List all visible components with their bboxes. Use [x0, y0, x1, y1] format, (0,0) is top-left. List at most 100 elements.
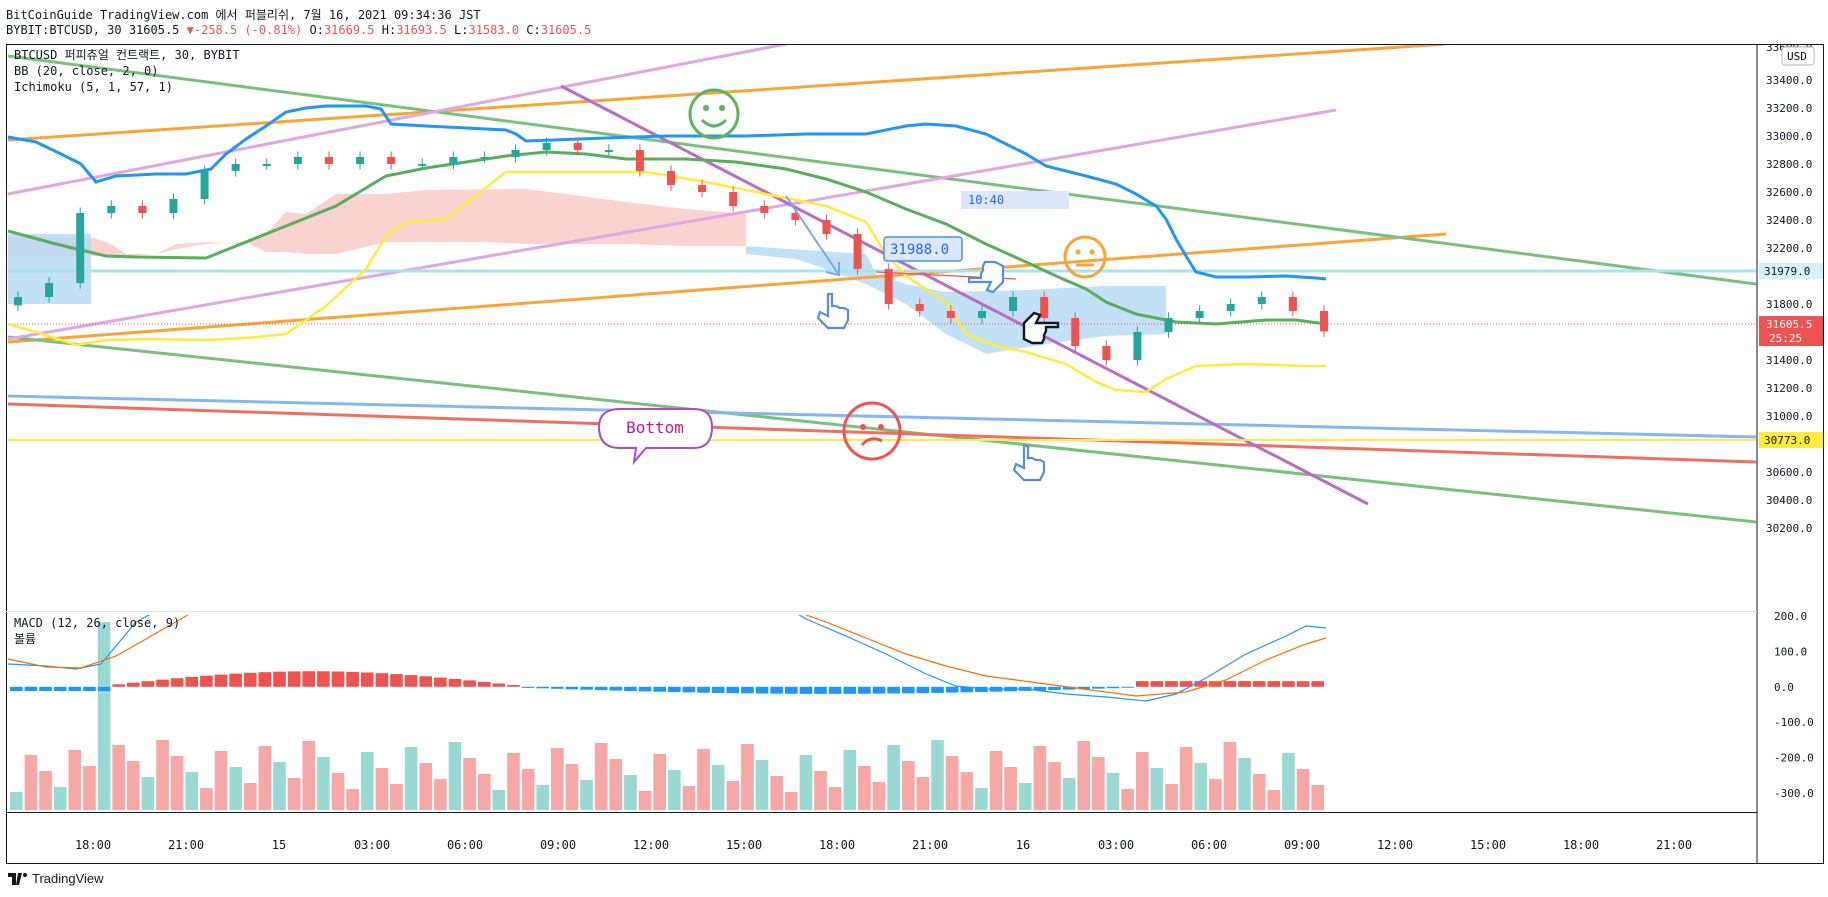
- legend-ichimoku[interactable]: Ichimoku (5, 1, 57, 1): [14, 80, 173, 94]
- macd-bar: [799, 686, 813, 694]
- pointing-hand-icon: [1012, 444, 1046, 482]
- macd-bar: [1048, 686, 1061, 691]
- time-tick: 21:00: [168, 838, 204, 852]
- macd-bar: [390, 674, 403, 687]
- ichimoku-cloud: [8, 189, 1166, 354]
- price-tick: 32800.0: [1766, 158, 1812, 171]
- macd-bar: [463, 680, 476, 687]
- volume-bar: [170, 756, 184, 810]
- macd-bar: [594, 686, 608, 691]
- volume-bar: [872, 782, 886, 810]
- volume-bar: [1296, 769, 1310, 810]
- macd-bar: [668, 686, 681, 693]
- volume-bar: [126, 761, 140, 810]
- volume-bar: [419, 763, 433, 810]
- tradingview-logo[interactable]: TradingView: [8, 868, 104, 886]
- volume-bar: [53, 787, 67, 810]
- volume-bar: [1311, 785, 1324, 810]
- chart-svg[interactable]: 10:40 31988.0: [6, 41, 1824, 864]
- time-axis: 18:00 21:00 15 03:00 06:00 09:00 12:00 15:00 18:…: [75, 838, 1692, 852]
- macd-bar: [477, 681, 491, 687]
- volume-bar: [536, 785, 550, 810]
- volume-bar: [784, 792, 798, 810]
- volume-bar: [1194, 763, 1208, 810]
- macd-tick: 100.0: [1774, 645, 1807, 658]
- price-callout: [883, 236, 963, 262]
- time-tick: 15:00: [726, 838, 762, 852]
- volume-bar: [375, 768, 389, 810]
- candle-body: [1195, 311, 1204, 318]
- time-tick: 18:00: [1563, 838, 1599, 852]
- volume-bar: [214, 751, 228, 810]
- chart-area[interactable]: 10:40 31988.0: [6, 41, 1824, 864]
- volume-bar: [39, 771, 52, 810]
- volume-bar: [1048, 762, 1061, 810]
- price-tick: 31800.0: [1766, 298, 1812, 311]
- legend-volume[interactable]: 볼륨: [14, 632, 36, 646]
- volume-bar: [1223, 742, 1237, 810]
- macd-bar: [156, 679, 169, 687]
- macd-bar: [711, 686, 725, 693]
- macd-bar: [170, 678, 184, 687]
- time-tick: 09:00: [1284, 838, 1320, 852]
- macd-bar: [360, 672, 374, 687]
- open-label: O:: [309, 23, 324, 37]
- pointing-hand-icon: [816, 292, 850, 330]
- price-tick: 30400.0: [1766, 494, 1812, 507]
- volume-bar: [287, 778, 301, 810]
- sad-face-icon: [842, 401, 902, 461]
- candle-body: [1226, 304, 1235, 311]
- time-tick: 12:00: [1377, 838, 1413, 852]
- macd-bar: [1311, 681, 1324, 687]
- macd-bar: [1077, 686, 1091, 690]
- volume-bar: [463, 758, 476, 810]
- candlestick-series: [14, 137, 1328, 366]
- price-axis: 33400.0 33200.0 33000.0 32800.0 32600.0 32400…: [1766, 41, 1812, 535]
- price-tick: 30200.0: [1766, 522, 1812, 535]
- candle-body: [853, 234, 862, 269]
- macd-bar: [1223, 681, 1237, 687]
- macd-tick: -300.0: [1774, 787, 1814, 800]
- macd-bar: [214, 674, 228, 687]
- volume-bar: [580, 780, 593, 810]
- macd-bar: [858, 686, 871, 694]
- candle-body: [1257, 297, 1266, 304]
- change-value: -258.5 (-0.81%): [193, 23, 303, 37]
- macd-bar: [828, 686, 842, 694]
- volume-bar: [858, 766, 871, 810]
- volume-bar: [156, 740, 169, 810]
- price-tick: 31200.0: [1766, 382, 1812, 395]
- time-tick: 21:00: [912, 838, 948, 852]
- candle-body: [667, 171, 675, 185]
- candle-body: [324, 157, 333, 164]
- macd-bar: [975, 686, 988, 692]
- candle-body: [698, 185, 707, 192]
- candle-body: [14, 297, 22, 306]
- volume-bar: [97, 622, 111, 810]
- volume-bar: [711, 765, 725, 810]
- volume-bar: [360, 752, 374, 810]
- macd-bar: [653, 686, 666, 692]
- volume-bar: [434, 779, 447, 810]
- currency-label: USD: [1787, 50, 1807, 63]
- macd-bar: [1033, 686, 1047, 691]
- macd-bar: [609, 686, 623, 691]
- price-tick: 32200.0: [1766, 242, 1812, 255]
- level-tag-yellow-text: 30773.0: [1764, 434, 1810, 447]
- macd-bar: [185, 676, 199, 687]
- low-label: L:: [454, 23, 469, 37]
- volume-bar: [24, 755, 38, 810]
- legend-macd[interactable]: MACD (12, 26, close, 9): [14, 616, 180, 630]
- volume-bar: [1106, 773, 1120, 810]
- candle-body: [729, 192, 738, 206]
- level-tag-yellow: [1759, 432, 1823, 448]
- volume-bar: [755, 760, 769, 810]
- volume-bar: [243, 783, 257, 810]
- candle-body: [1320, 311, 1328, 332]
- legend-bb[interactable]: BB (20, close, 2, 0): [14, 64, 159, 78]
- countdown-text: 25:25: [1769, 332, 1802, 345]
- candle-body: [977, 311, 986, 318]
- time-tick: 03:00: [354, 838, 390, 852]
- currency-badge[interactable]: [1781, 46, 1815, 66]
- kijun-line: [7, 150, 1327, 326]
